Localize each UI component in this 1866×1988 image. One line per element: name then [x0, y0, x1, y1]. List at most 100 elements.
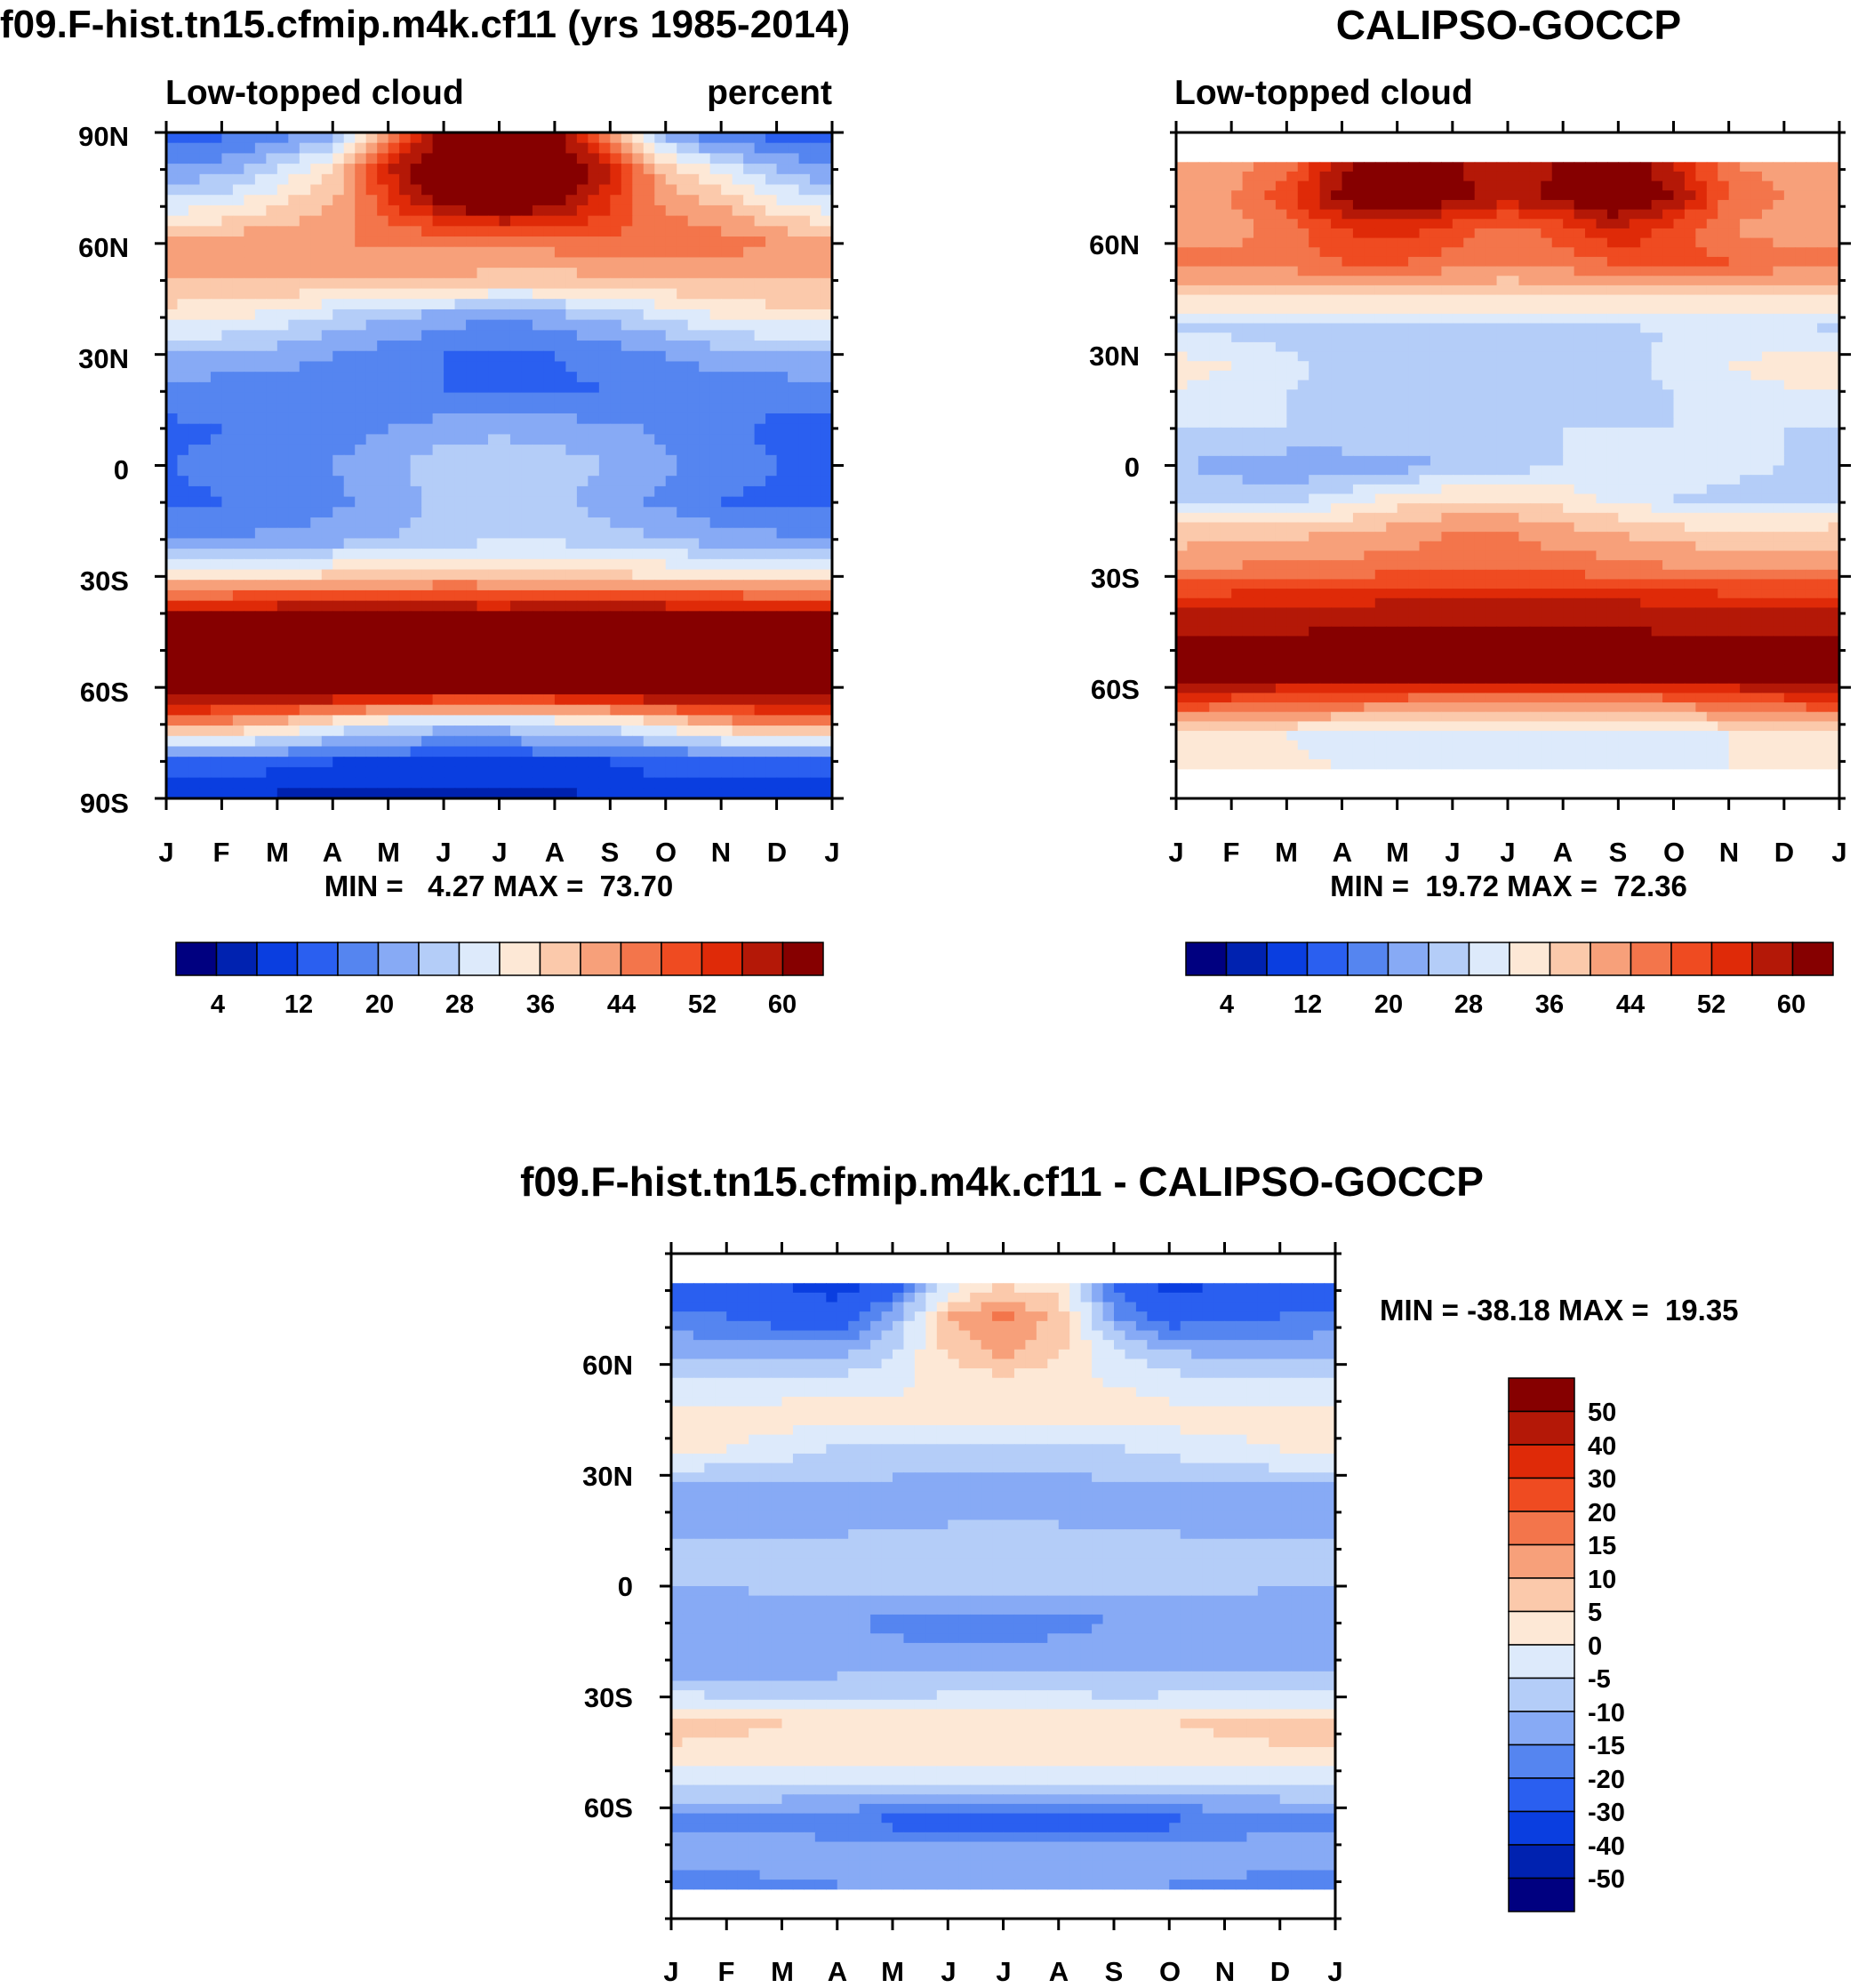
- field-cell: [221, 164, 234, 175]
- field-cell: [444, 372, 456, 383]
- field-cell: [632, 684, 645, 695]
- field-cell: [232, 288, 244, 300]
- field-cell: [1452, 219, 1464, 229]
- field-cell: [1286, 171, 1299, 182]
- field-cell: [244, 361, 256, 373]
- field-cell: [276, 288, 289, 300]
- field-cell: [244, 684, 256, 695]
- field-cell: [399, 496, 412, 508]
- field-cell: [1220, 256, 1232, 268]
- field-cell: [1541, 247, 1553, 258]
- field-cell: [1187, 171, 1199, 182]
- field-cell: [388, 757, 400, 768]
- field-cell: [709, 693, 722, 706]
- field-cell: [576, 299, 589, 310]
- field-cell: [388, 164, 400, 175]
- field-cell: [210, 766, 223, 779]
- field-cell: [1187, 209, 1199, 220]
- field-cell: [466, 330, 478, 341]
- field-cell: [687, 226, 700, 237]
- field-cell: [421, 277, 434, 290]
- field-cell: [576, 653, 589, 664]
- field-cell: [321, 454, 333, 467]
- field-cell: [754, 507, 766, 518]
- field-cell: [221, 153, 234, 164]
- field-cell: [699, 330, 711, 341]
- field-cell: [643, 621, 655, 633]
- field-cell: [1828, 228, 1840, 239]
- field-cell: [1783, 294, 1796, 305]
- field-cell: [488, 381, 501, 394]
- field-cell: [565, 392, 578, 404]
- field-cell: [776, 704, 789, 716]
- field-cell: [365, 476, 378, 487]
- field-cell: [177, 507, 189, 518]
- field-cell: [554, 350, 566, 363]
- field-cell: [610, 496, 622, 508]
- field-cell: [610, 476, 622, 487]
- field-cell: [709, 361, 722, 373]
- field-cell: [1662, 237, 1675, 248]
- field-cell: [732, 330, 744, 341]
- field-cell: [765, 246, 778, 259]
- field-cell: [388, 350, 400, 363]
- field-cell: [432, 527, 444, 540]
- field-cell: [188, 631, 201, 644]
- field-cell: [732, 558, 744, 571]
- field-cell: [576, 746, 589, 758]
- field-cell: [1618, 162, 1630, 172]
- field-cell: [254, 485, 267, 498]
- field-cell: [444, 341, 456, 352]
- field-cell: [610, 215, 622, 227]
- field-cell: [177, 631, 189, 644]
- field-cell: [466, 704, 478, 716]
- field-cell: [509, 204, 523, 217]
- field-cell: [721, 381, 733, 394]
- field-cell: [709, 173, 722, 186]
- field-cell: [543, 246, 556, 259]
- field-cell: [199, 693, 212, 706]
- field-cell: [244, 268, 256, 279]
- field-cell: [488, 257, 501, 269]
- field-cell: [699, 527, 711, 540]
- field-cell: [1795, 171, 1807, 182]
- field-cell: [821, 642, 833, 653]
- field-cell: [810, 653, 822, 664]
- field-cell: [687, 142, 700, 154]
- field-cell: [621, 341, 633, 352]
- field-cell: [444, 735, 456, 748]
- field-cell: [598, 309, 611, 321]
- field-cell: [355, 142, 367, 154]
- field-cell: [610, 735, 622, 748]
- field-cell: [332, 476, 345, 487]
- field-cell: [1618, 294, 1630, 305]
- field-cell: [288, 549, 300, 560]
- field-cell: [310, 372, 323, 383]
- field-cell: [399, 788, 412, 799]
- field-cell: [355, 153, 367, 164]
- field-cell: [665, 746, 677, 758]
- x-label: A: [545, 837, 565, 868]
- field-cell: [1408, 266, 1421, 277]
- field-cell: [488, 195, 501, 206]
- field-cell: [1718, 199, 1730, 211]
- field-cell: [543, 277, 556, 290]
- field-cell: [598, 485, 611, 498]
- field-cell: [276, 673, 289, 685]
- field-cell: [310, 330, 323, 341]
- field-cell: [1795, 190, 1807, 201]
- field-cell: [610, 268, 622, 279]
- field-cell: [1563, 304, 1575, 315]
- field-cell: [210, 142, 223, 154]
- field-cell: [1795, 199, 1807, 211]
- field-cell: [765, 288, 778, 300]
- field-cell: [1496, 162, 1509, 172]
- field-cell: [788, 621, 800, 633]
- field-cell: [1596, 199, 1608, 211]
- field-cell: [1640, 228, 1653, 239]
- field-cell: [654, 476, 667, 487]
- field-cell: [687, 673, 700, 685]
- field-cell: [1541, 180, 1553, 191]
- field-cell: [1629, 237, 1641, 248]
- field-cell: [221, 558, 234, 571]
